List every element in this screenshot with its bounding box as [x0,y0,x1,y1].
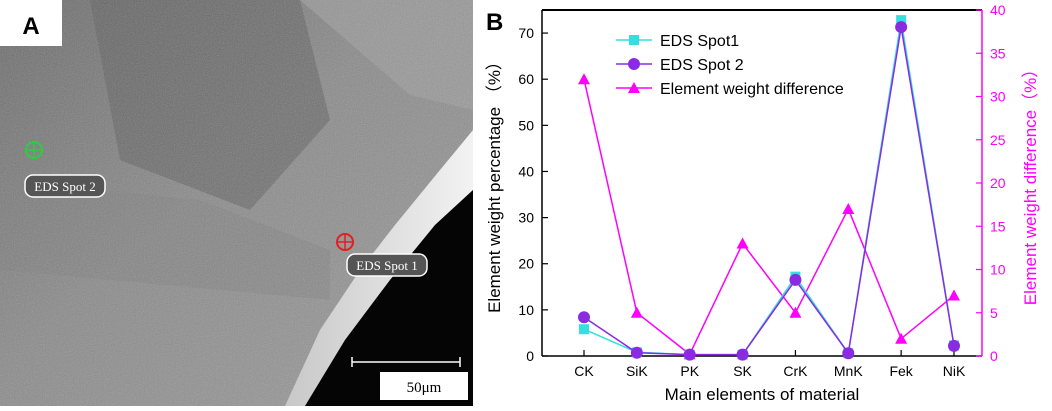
y2-tick-label: 5 [990,305,998,321]
y2-tick-label: 25 [990,132,1006,148]
data-point [578,73,590,85]
y2-tick-label: 20 [990,175,1006,191]
legend-marker [628,82,640,93]
chart-panel: B 0 10 20 30 40 50 60 70 0 5 10 15 20 25 30 35 40 CK SiK PK… [474,0,1052,406]
x-tick-label: MnK [834,363,863,379]
y-tick-label: 60 [518,71,534,87]
eds-spot-1-marker [336,233,354,251]
y2-tick-label: 30 [990,89,1006,105]
y-tick-label: 40 [518,163,534,179]
x-tick-label: CrK [783,363,808,379]
data-point [683,348,696,361]
y2-tick-label: 15 [990,218,1006,234]
y2-tick-label: 35 [990,45,1006,61]
y2-tick-label: 10 [990,262,1006,278]
micrograph: A EDS Spot 2 EDS Spot 1 50μm [0,0,473,406]
x-tick-label: NiK [943,363,966,379]
data-point [895,21,908,34]
chart-legend: EDS Spot1 EDS Spot 2 Element weight differ… [616,33,844,98]
panel-a-label: A [22,13,39,40]
x-tick-label: PK [680,363,699,379]
data-point [736,348,749,361]
chart-axes: 0 10 20 30 40 50 60 70 0 5 10 15 20 25 30 35 40 CK SiK PK SK… [518,2,1005,379]
y2-axis-title: Element weight difference（%） [1021,61,1040,305]
data-point [630,306,643,318]
data-point [789,306,802,318]
micrograph-panel: A EDS Spot 2 EDS Spot 1 50μm [0,0,473,406]
data-point [578,311,590,324]
legend-label: Element weight difference [660,81,844,98]
eds-spot-1-label: EDS Spot 1 [356,258,417,273]
line-chart: B 0 10 20 30 40 50 60 70 0 5 10 15 20 25 30 35 40 CK SiK PK… [485,2,1040,404]
x-tick-label: CK [574,363,594,379]
data-point [842,202,855,214]
x-axis-title: Main elements of material [665,385,860,404]
series-line [583,79,955,356]
y2-tick-label: 40 [990,2,1006,18]
data-point [789,273,802,286]
series-line [583,26,955,356]
x-tick-label: SiK [626,363,648,379]
legend-label: EDS Spot 2 [660,57,744,74]
y-tick-label: 50 [518,117,534,133]
data-point [736,237,749,249]
y-tick-label: 70 [518,25,534,41]
data-point [842,347,855,360]
eds-spot-2-marker [25,141,43,159]
y-tick-label: 10 [518,302,534,318]
y-axis-title: Element weight percentage （%） [485,53,504,313]
data-point [948,339,960,352]
eds-spot-2-label: EDS Spot 2 [34,179,95,194]
scale-bar-label: 50μm [407,380,442,396]
panel-b-label: B [486,9,503,36]
legend-marker [628,58,640,70]
data-point [895,332,908,344]
y-tick-label: 0 [526,348,534,364]
chart-series [578,15,960,361]
series-line [583,20,955,356]
data-point [948,289,960,301]
x-tick-label: SK [733,363,752,379]
data-point [630,346,643,359]
legend-label: EDS Spot1 [660,33,739,50]
x-tick-label: Fek [889,363,913,379]
y-tick-label: 20 [518,256,534,272]
data-point [896,15,907,26]
y2-tick-label: 0 [990,348,998,364]
scale-bar [351,357,461,367]
y-tick-label: 30 [518,210,534,226]
data-point [579,324,589,335]
legend-marker [629,35,639,45]
